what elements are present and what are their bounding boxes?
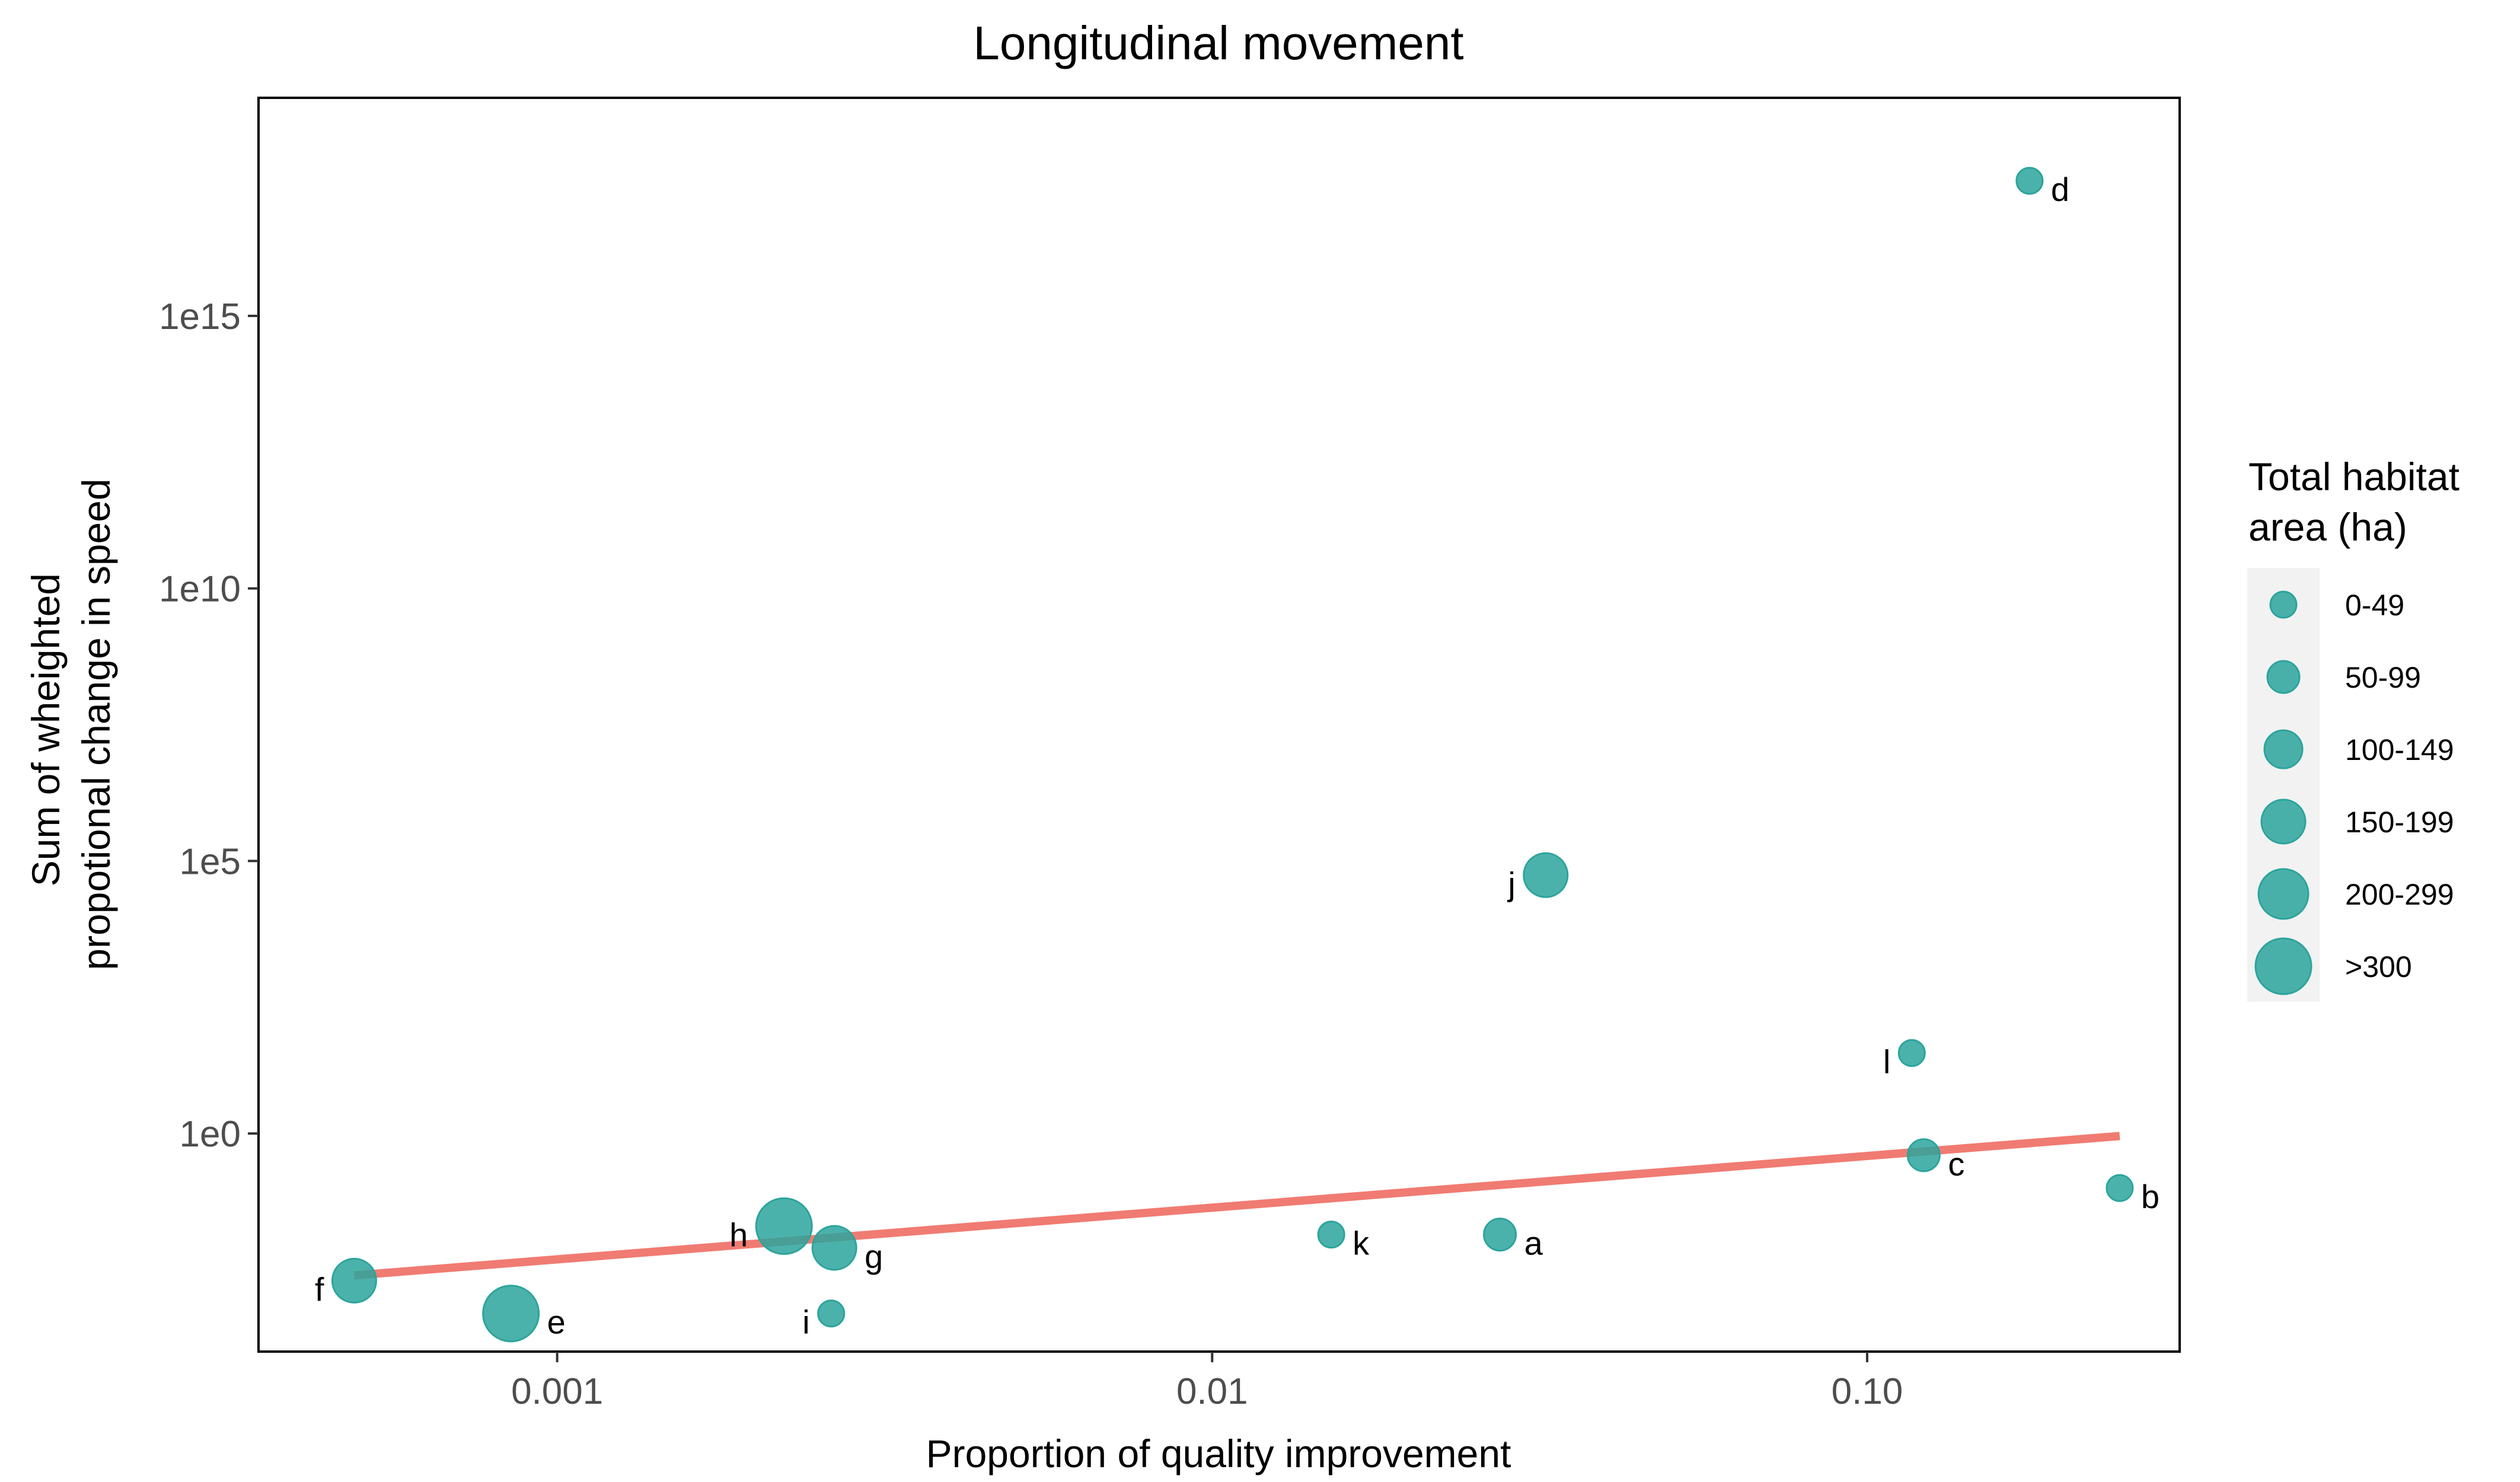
x-axis-title: Proportion of quality improvement	[926, 1432, 1511, 1475]
point-l	[1897, 1039, 1926, 1067]
point-e	[482, 1285, 540, 1343]
y-axis-title-line-1: Sum of wheighted	[24, 573, 68, 886]
point-label-h: h	[729, 1216, 748, 1253]
legend-title-line-2: area (ha)	[2248, 505, 2407, 549]
point-i	[817, 1299, 846, 1328]
legend-title: Total habitat area (ha)	[2248, 455, 2470, 549]
point-label-l: l	[1883, 1043, 1890, 1080]
x-axis: 0.001 0.01 0.10	[511, 1352, 1903, 1412]
point-label-g: g	[865, 1238, 883, 1275]
point-label-c: c	[1948, 1145, 1964, 1183]
trend-line	[353, 1132, 2120, 1280]
legend-key-background	[2247, 568, 2320, 1002]
point-d	[2015, 167, 2044, 195]
legend-label-5: >300	[2345, 950, 2412, 983]
y-axis: 1e0 1e5 1e10 1e15	[159, 296, 259, 1155]
point-label-a: a	[1524, 1225, 1543, 1262]
legend-key-3	[2260, 799, 2307, 845]
y-axis-title-line-2: propotional change in speed	[74, 478, 118, 970]
legend-entries: 0-49 50-99 100-149 150-199 200-299 >300	[2254, 589, 2454, 995]
legend-key-1	[2266, 660, 2301, 694]
legend-label-3: 150-199	[2345, 806, 2454, 839]
point-f	[331, 1257, 377, 1304]
legend-key-5	[2254, 937, 2312, 995]
legend-key-4	[2257, 868, 2310, 920]
y-axis-title: Sum of wheighted propotional change in s…	[24, 478, 118, 970]
point-label-e: e	[547, 1304, 566, 1341]
legend-label-0: 0-49	[2345, 589, 2404, 622]
point-labels-group: a b c d e f g h i j k l	[315, 171, 2159, 1341]
x-tick-label: 0.01	[1176, 1371, 1248, 1412]
legend-label-1: 50-99	[2345, 661, 2421, 694]
y-tick-label: 1e0	[180, 1114, 241, 1155]
legend-title-line-1: Total habitat	[2248, 455, 2460, 499]
y-tick-label: 1e10	[159, 569, 241, 610]
point-k	[1317, 1221, 1345, 1249]
point-a	[1483, 1218, 1517, 1252]
legend-key-0	[2269, 590, 2298, 619]
point-label-f: f	[315, 1270, 324, 1308]
trend-line-group	[353, 1132, 2120, 1280]
x-tick-label: 0.10	[1832, 1371, 1903, 1412]
point-label-i: i	[802, 1304, 809, 1341]
points-group	[331, 167, 2134, 1343]
point-h	[755, 1197, 813, 1255]
legend-key-2	[2263, 729, 2304, 769]
y-tick-label: 1e5	[180, 841, 241, 882]
chart-title: Longitudinal movement	[973, 17, 1463, 69]
plot-panel	[257, 97, 2181, 1353]
point-label-d: d	[2051, 171, 2069, 208]
point-label-k: k	[1352, 1225, 1370, 1262]
point-g	[811, 1225, 857, 1271]
point-j	[1523, 852, 1569, 898]
point-b	[2106, 1174, 2134, 1202]
legend-label-4: 200-299	[2345, 878, 2454, 911]
y-tick-label: 1e15	[159, 296, 241, 337]
legend: Total habitat area (ha) 0-49 50-99 100-149…	[2247, 455, 2470, 1002]
point-c	[1906, 1138, 1941, 1173]
legend-label-2: 100-149	[2345, 733, 2454, 766]
x-tick-label: 0.001	[511, 1371, 603, 1412]
point-label-b: b	[2141, 1178, 2159, 1215]
point-label-j: j	[1507, 865, 1515, 902]
